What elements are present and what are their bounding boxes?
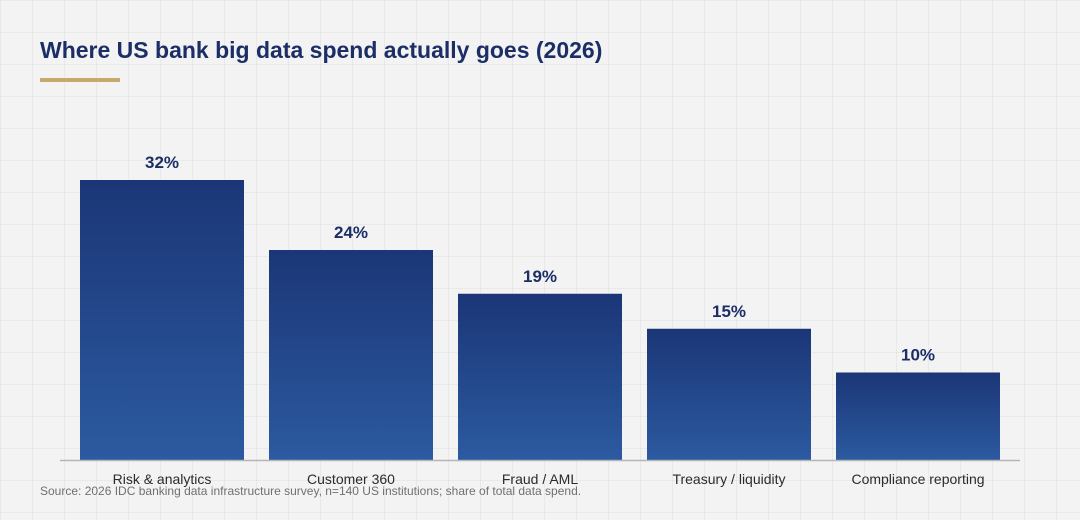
category-label: Compliance reporting [851, 471, 984, 487]
category-label: Fraud / AML [502, 471, 578, 487]
bar-customer-360 [269, 250, 433, 460]
bar-value-label: 19% [523, 267, 557, 286]
bars-layer [80, 180, 1000, 460]
bar-risk-analytics [80, 180, 244, 460]
chart-title: Where US bank big data spend actually go… [40, 37, 603, 63]
bar-value-label: 24% [334, 223, 368, 242]
bar-compliance-reporting [836, 372, 1000, 460]
source-note: Source: 2026 IDC banking data infrastruc… [40, 484, 582, 498]
labels-layer: 32% Risk & analytics 24% Customer 360 19% Fra… [113, 153, 985, 487]
category-label: Risk & analytics [113, 471, 212, 487]
bar-fraud-aml [458, 293, 622, 460]
bar-treasury-liquidity [647, 328, 811, 460]
bar-value-label: 10% [901, 346, 935, 365]
category-label: Treasury / liquidity [672, 471, 785, 487]
title-accent-underline [40, 78, 120, 82]
bar-value-label: 32% [145, 153, 179, 172]
bar-value-label: 15% [712, 302, 746, 321]
category-label: Customer 360 [307, 471, 395, 487]
